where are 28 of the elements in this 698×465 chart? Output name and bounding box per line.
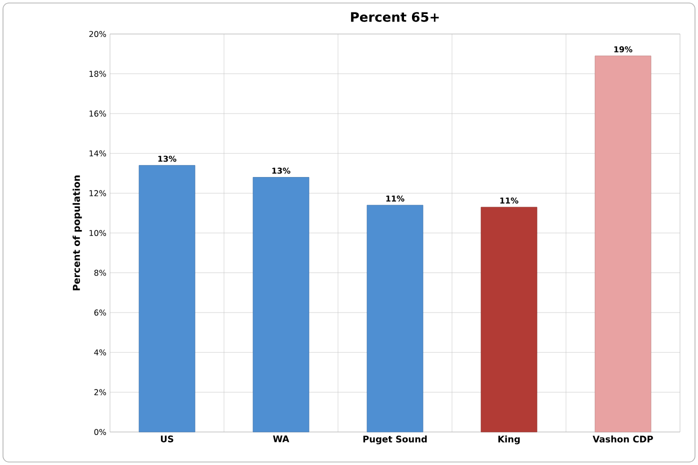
x-tick-label: WA [273, 436, 290, 442]
data-label: 13% [272, 168, 290, 174]
y-tick-label: 18% [90, 70, 106, 77]
y-tick-label: 10% [90, 230, 106, 236]
y-tick-label: 4% [94, 349, 106, 356]
y-tick-label: 6% [94, 310, 106, 316]
bar [480, 206, 538, 432]
data-label: 19% [614, 46, 632, 52]
y-tick-label: 12% [90, 190, 106, 196]
y-tick-label: 0% [94, 428, 106, 436]
bar [138, 165, 196, 432]
x-tick-label: Puget Sound [363, 436, 427, 444]
x-tick-label: King [498, 436, 520, 444]
y-tick-label: 14% [90, 150, 106, 156]
x-tick-label: US [160, 436, 174, 442]
y-tick-label: 16% [90, 110, 106, 117]
bar [594, 56, 652, 432]
bar [366, 204, 424, 432]
data-label: 13% [158, 156, 176, 162]
data-label: 11% [386, 196, 404, 202]
x-tick-label: Vashon CDP [592, 436, 653, 442]
bar [252, 177, 310, 432]
data-label: 11% [500, 198, 518, 204]
chart-title: Percent 65+ [351, 12, 439, 22]
y-axis-title: Percent of population [72, 176, 82, 290]
y-tick-label: 20% [89, 30, 106, 38]
y-tick-label: 2% [94, 389, 106, 396]
y-tick-label: 8% [94, 270, 106, 276]
